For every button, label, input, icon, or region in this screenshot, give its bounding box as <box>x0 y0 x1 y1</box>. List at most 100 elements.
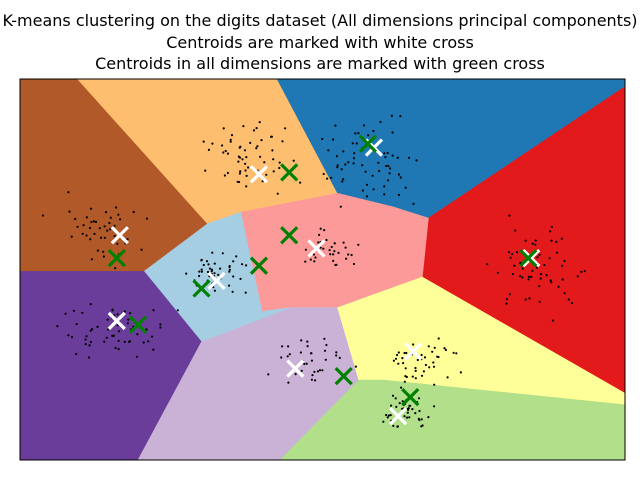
data-point <box>387 179 390 182</box>
white-centroid-cross-5 <box>107 311 126 331</box>
data-point <box>300 369 303 372</box>
data-point <box>459 371 462 374</box>
data-point <box>333 242 336 245</box>
data-point <box>414 377 417 380</box>
data-point <box>509 256 512 259</box>
data-point <box>555 251 559 254</box>
data-point <box>304 260 307 263</box>
data-point <box>396 425 399 428</box>
data-point <box>414 369 417 372</box>
data-point <box>123 310 126 313</box>
data-point <box>531 242 534 245</box>
data-point <box>228 284 231 287</box>
data-point <box>354 365 357 368</box>
data-point <box>76 225 79 228</box>
data-point <box>114 267 117 270</box>
white-centroid-cross-8 <box>404 342 423 361</box>
data-point <box>152 309 155 312</box>
data-point <box>88 344 91 347</box>
data-point <box>527 278 530 281</box>
data-point <box>316 370 319 373</box>
data-point <box>113 224 116 227</box>
data-point <box>211 251 214 254</box>
data-point <box>200 268 203 271</box>
data-point <box>328 249 331 252</box>
data-point <box>387 164 390 168</box>
data-point <box>521 267 524 270</box>
data-point <box>202 140 205 143</box>
data-point <box>261 180 264 183</box>
data-point <box>397 173 400 176</box>
data-point <box>427 416 430 419</box>
data-point <box>207 263 210 266</box>
data-point <box>221 252 224 255</box>
data-point <box>300 339 303 342</box>
data-point <box>102 250 105 253</box>
data-point <box>411 408 414 411</box>
data-point <box>548 257 551 260</box>
data-point <box>511 272 514 276</box>
data-point <box>342 178 345 181</box>
data-point <box>427 345 430 348</box>
data-point <box>263 161 266 164</box>
data-point <box>514 229 517 232</box>
data-point <box>365 195 369 198</box>
data-point <box>226 152 230 155</box>
data-point <box>386 416 389 419</box>
data-point <box>206 270 210 274</box>
data-point <box>563 259 566 263</box>
green-centroid-cross-5 <box>128 315 148 334</box>
data-point <box>150 335 154 338</box>
data-point <box>538 253 541 256</box>
data-point <box>560 237 563 240</box>
data-point <box>213 289 216 292</box>
data-point <box>222 127 225 130</box>
data-point <box>377 161 380 164</box>
data-point <box>213 262 216 265</box>
data-point <box>397 362 400 365</box>
data-point <box>394 397 397 400</box>
data-point <box>106 318 109 321</box>
data-point <box>524 239 527 242</box>
data-point <box>561 264 564 267</box>
data-point <box>352 157 356 160</box>
white-centroid-cross-10 <box>522 248 541 268</box>
data-point <box>433 346 436 349</box>
data-point <box>229 140 232 143</box>
data-point <box>103 236 106 239</box>
data-point <box>365 183 369 186</box>
data-point <box>354 132 357 135</box>
data-point <box>260 139 263 142</box>
data-point <box>127 318 130 321</box>
data-point <box>344 246 347 249</box>
data-point <box>352 262 356 266</box>
data-point <box>89 207 93 210</box>
data-point <box>401 407 404 410</box>
data-point <box>583 270 586 273</box>
data-point <box>111 309 114 312</box>
data-point <box>314 256 317 259</box>
data-point <box>387 414 390 417</box>
data-point <box>408 416 411 419</box>
data-point <box>361 164 364 167</box>
data-point <box>414 366 417 370</box>
data-point <box>126 238 129 241</box>
data-point <box>378 169 381 173</box>
data-point <box>402 362 405 365</box>
data-point <box>244 162 247 165</box>
data-point <box>67 191 70 194</box>
title-line-1: K-means clustering on the digits dataset… <box>2 11 638 30</box>
data-point <box>510 253 514 256</box>
data-point <box>518 275 522 278</box>
data-point <box>105 336 108 339</box>
data-point <box>437 355 440 359</box>
data-point <box>539 273 543 276</box>
data-point <box>321 369 324 372</box>
data-point <box>391 154 394 157</box>
data-point <box>314 379 317 382</box>
data-point <box>508 214 511 217</box>
data-point <box>333 250 336 253</box>
data-point <box>207 148 210 151</box>
data-point <box>238 156 242 159</box>
data-point <box>310 359 313 362</box>
